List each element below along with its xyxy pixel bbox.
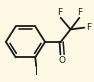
Text: F: F [86,23,91,32]
Text: F: F [57,8,62,17]
Text: I: I [35,67,38,77]
Text: F: F [77,8,82,17]
Text: O: O [59,56,66,65]
